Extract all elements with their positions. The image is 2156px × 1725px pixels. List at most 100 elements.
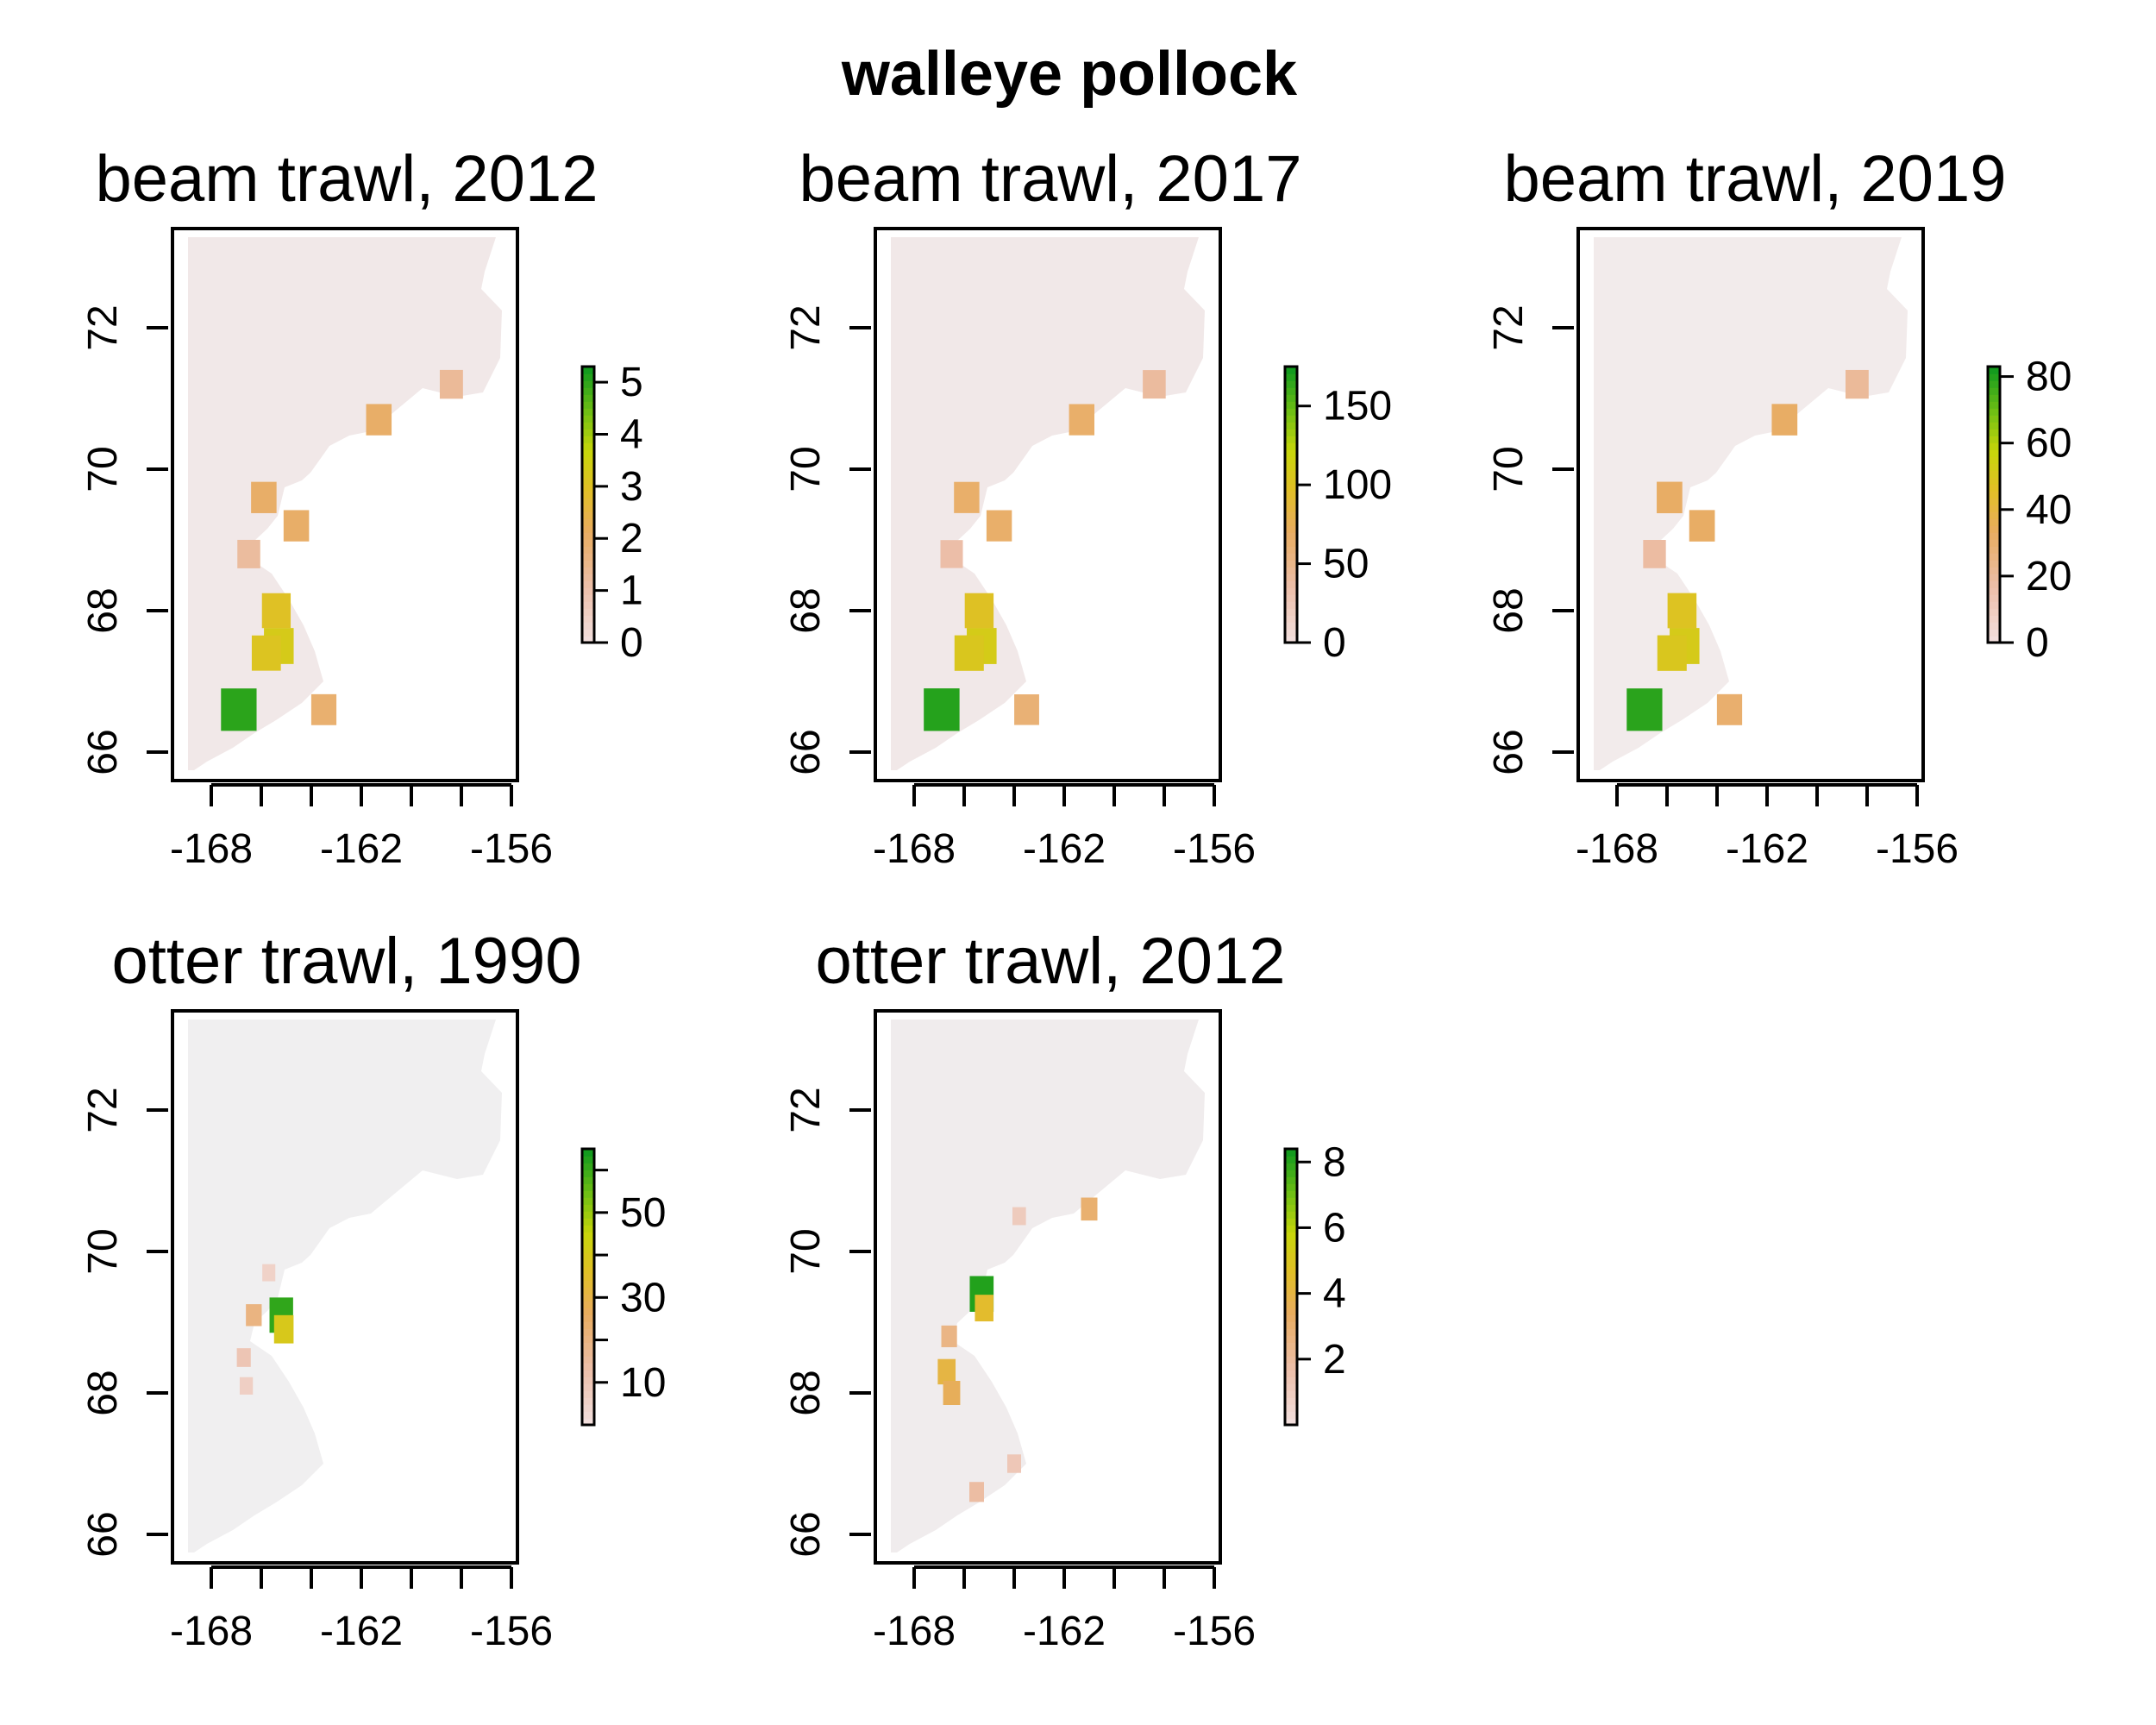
x-tick-label: -168 (170, 826, 253, 872)
legend-swatch (1988, 408, 2000, 416)
legend-swatch (1285, 1349, 1297, 1357)
legend-swatch (1988, 594, 2000, 602)
legend-swatch (1285, 1390, 1297, 1398)
legend-swatch (582, 1342, 594, 1350)
legend-swatch (1285, 484, 1297, 492)
legend-swatch (582, 1163, 594, 1170)
legend-swatch (1988, 498, 2000, 505)
legend-swatch (582, 442, 594, 450)
legend-tick-label: 0 (620, 620, 643, 666)
data-cell (943, 1381, 961, 1405)
legend-swatch (1285, 1321, 1297, 1329)
legend-swatch (1988, 546, 2000, 554)
plot-frame (874, 227, 1222, 782)
legend-swatch (582, 1273, 594, 1281)
legend-swatch (582, 1349, 594, 1357)
legend-tick-label: 1 (620, 568, 643, 614)
panel-title: otter trawl, 1990 (112, 925, 582, 998)
legend-tick-label: 150 (1323, 384, 1392, 430)
map-region (188, 1019, 502, 1552)
legend-swatch (1285, 1356, 1297, 1364)
legend-tick-label: 80 (2026, 354, 2071, 400)
color-legend: 2 4 6 8 (1283, 1139, 1346, 1427)
legend-swatch (1285, 1225, 1297, 1233)
legend-tick-label: 40 (2026, 487, 2071, 533)
x-tick-label: -168 (873, 1609, 956, 1654)
data-cell (262, 1264, 276, 1282)
legend-swatch (1285, 449, 1297, 457)
legend-swatch (1285, 525, 1297, 533)
legend-swatch (1285, 1363, 1297, 1371)
figure-title: walleye pollock (841, 40, 1298, 109)
legend-swatch (582, 1245, 594, 1253)
color-legend: 0 50 100 150 (1283, 365, 1392, 666)
x-tick-label: -162 (1726, 826, 1808, 872)
y-tick-label: 66 (783, 1511, 829, 1557)
legend-swatch (582, 394, 594, 402)
data-cell (1657, 635, 1687, 671)
legend-swatch (1285, 615, 1297, 623)
legend-frame (580, 1147, 596, 1427)
legend-swatch (1988, 615, 2000, 623)
legend-swatch (582, 1370, 594, 1377)
legend-swatch (1285, 477, 1297, 485)
legend-swatch (1988, 429, 2000, 436)
legend-swatch (1988, 456, 2000, 464)
y-tick-label: 68 (783, 587, 829, 633)
legend-tick-label: 100 (1323, 462, 1392, 508)
legend-swatch (1285, 367, 1297, 374)
legend-swatch (1285, 422, 1297, 430)
legend-swatch (1285, 587, 1297, 595)
legend-swatch (1285, 1404, 1297, 1412)
x-tick-label: -156 (1876, 826, 1959, 872)
legend-swatch (1285, 1211, 1297, 1219)
y-tick-label: 68 (1486, 587, 1532, 633)
legend-swatch (582, 484, 594, 492)
legend-swatch (1285, 1252, 1297, 1260)
legend-swatch (582, 1156, 594, 1164)
legend-swatch (582, 1404, 594, 1412)
legend-swatch (1988, 553, 2000, 561)
legend-swatch (582, 1301, 594, 1308)
y-tick-label: 72 (783, 1087, 829, 1132)
x-tick-label: -168 (873, 826, 956, 872)
legend-tick-label: 30 (620, 1275, 666, 1320)
legend-swatch (1988, 449, 2000, 457)
legend-swatch (1988, 587, 2000, 595)
legend-swatch (582, 1314, 594, 1322)
y-tick-label: 66 (80, 729, 126, 775)
legend-swatch (582, 1397, 594, 1405)
y-tick-label: 66 (1486, 729, 1532, 775)
legend-swatch (1285, 1176, 1297, 1184)
y-tick-label: 72 (783, 304, 829, 350)
legend-swatch (582, 415, 594, 423)
legend-swatch (582, 1328, 594, 1336)
legend-swatch (1988, 442, 2000, 450)
data-cell (439, 369, 463, 399)
panel-title: beam trawl, 2019 (1504, 142, 2007, 216)
x-axis: -168 -162 -156 (170, 783, 553, 872)
legend-swatch (582, 1190, 594, 1198)
legend-swatch (1988, 394, 2000, 402)
legend-swatch (1285, 1411, 1297, 1419)
legend-swatch (1988, 622, 2000, 630)
color-legend: 0 20 40 60 80 (1986, 354, 2071, 666)
legend-swatch (1285, 1266, 1297, 1274)
plot-frame (171, 227, 519, 782)
data-cell (237, 539, 260, 568)
legend-swatch (1285, 601, 1297, 609)
legend-swatch (582, 1321, 594, 1329)
data-cell (1014, 694, 1039, 725)
legend-swatch (1285, 1342, 1297, 1350)
legend-swatch (582, 1287, 594, 1295)
data-cell (969, 1482, 984, 1502)
legend-swatch (582, 1204, 594, 1212)
legend-tick-label: 6 (1323, 1205, 1346, 1251)
data-cell (937, 1358, 956, 1385)
legend-swatch (1988, 560, 2000, 568)
legend-swatch (1285, 1204, 1297, 1212)
y-tick-label: 72 (80, 1087, 126, 1132)
legend-swatch (1285, 387, 1297, 395)
legend-tick-label: 8 (1323, 1139, 1346, 1185)
